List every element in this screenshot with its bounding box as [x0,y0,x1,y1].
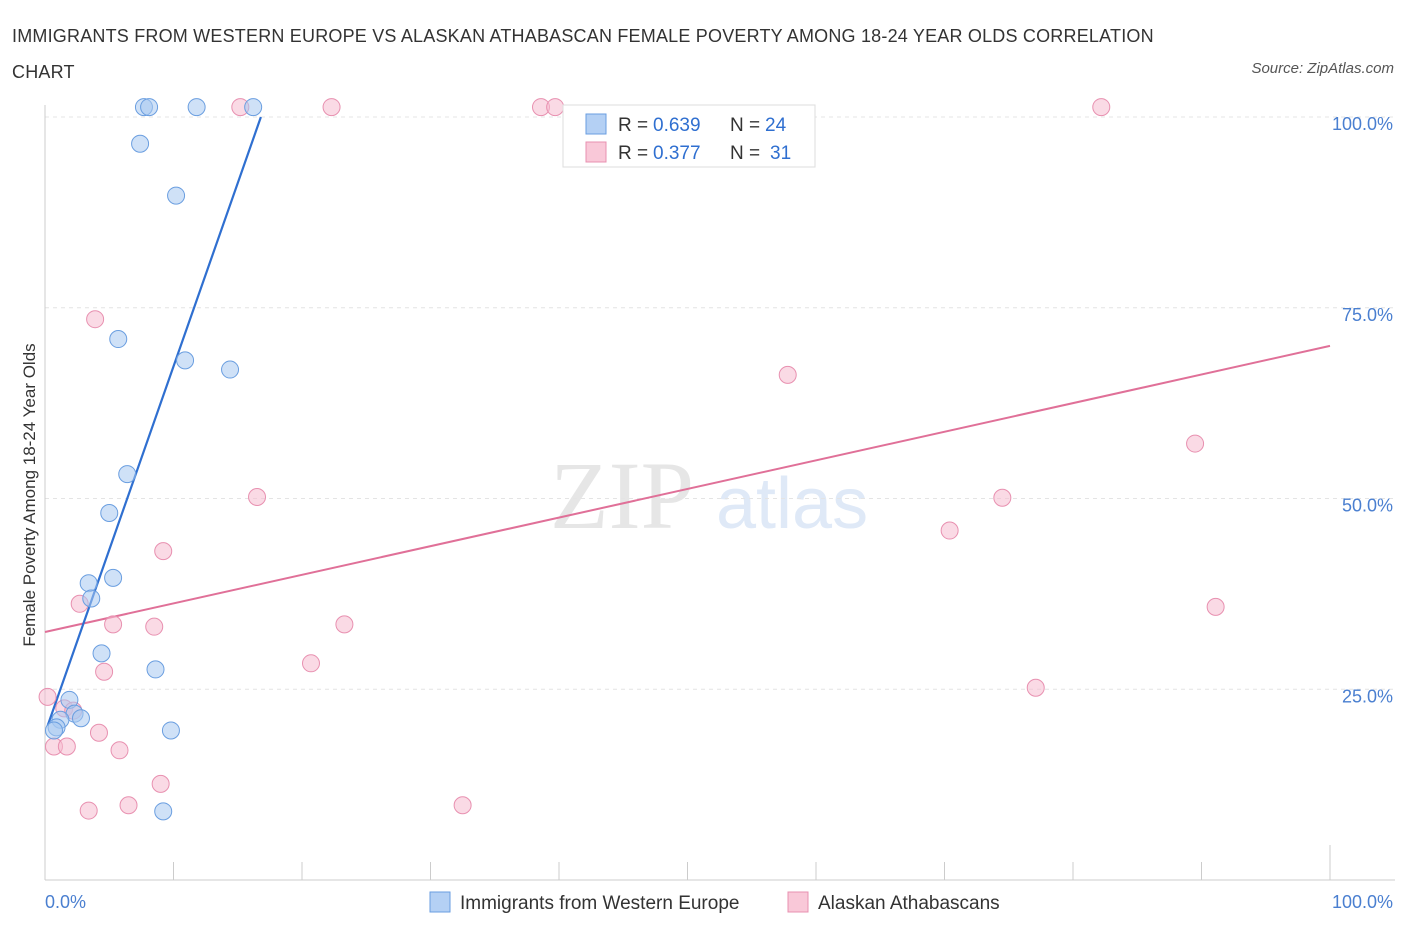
y-tick-label: 50.0% [1342,496,1393,516]
data-point-blue [221,360,240,379]
data-point-blue [140,98,159,117]
y-axis-title: Female Poverty Among 18-24 Year Olds [20,343,39,646]
trend-lines [44,116,1331,727]
data-point-blue [92,644,111,663]
chart-source: Source: ZipAtlas.com [1251,60,1394,77]
bottom-legend-label-pink: Alaskan Athabascans [818,893,1000,914]
legend-r-label-2: R = [618,143,648,164]
legend-swatch-blue [585,113,607,135]
data-point-blue [167,186,186,205]
legend-r-value-2: 0.377 [653,143,701,164]
tick-labels: 25.0% 50.0% 75.0% 100.0% 0.0% 100.0% [45,114,1393,912]
data-point-blue [187,98,206,117]
legend-swatch-pink [585,141,607,163]
data-point-pink [79,801,98,820]
data-point-pink [154,542,173,561]
data-point-pink [95,662,114,681]
legend-n-value-2: 31 [770,143,791,164]
x-tick-label: 100.0% [1332,892,1393,912]
data-point-pink [1026,678,1045,697]
data-point-blue [154,802,173,821]
chart-title: IMMIGRANTS FROM WESTERN EUROPE VS ALASKA… [12,26,1154,82]
y-tick-label: 100.0% [1332,114,1393,134]
data-point-blue [131,134,150,153]
data-point-pink [335,615,354,634]
trend-line-pink [44,344,1331,634]
series-alaskan-athabascans [38,98,1225,820]
data-point-blue [79,574,98,593]
data-point-blue [44,721,63,740]
axes [44,105,1395,881]
watermark-zip: ZIP [550,442,694,549]
data-point-blue [176,351,195,370]
data-point-blue [146,660,165,679]
data-point-pink [453,796,472,815]
data-point-blue [161,721,180,740]
gridlines [45,116,1395,690]
series-legend: Immigrants from Western Europe Alaskan A… [429,891,1000,914]
data-point-pink [1206,597,1225,616]
data-point-blue [244,98,263,117]
data-point-pink [546,98,565,117]
trend-line-blue [46,116,262,727]
data-point-pink [151,774,170,793]
y-tick-label: 25.0% [1342,686,1393,706]
data-point-pink [119,796,138,815]
data-point-pink [993,488,1012,507]
data-point-pink [940,521,959,540]
data-point-blue [104,568,123,587]
data-point-pink [778,365,797,384]
data-point-pink [301,654,320,673]
data-point-pink [322,98,341,117]
data-point-pink [57,737,76,756]
series-immigrants-western-europe [44,98,263,821]
legend-n-value-1: 24 [765,115,787,136]
legend-r-label-1: R = [618,115,648,136]
data-point-blue [118,465,137,484]
data-point-pink [38,687,57,706]
data-point-pink [86,310,105,329]
data-point-pink [248,487,267,506]
data-point-blue [109,330,128,349]
legend-n-label-1: N = [730,115,760,136]
correlation-legend: R = 0.639 N = 24 R = 0.377 N = 31 [562,104,816,168]
y-tick-label: 75.0% [1342,305,1393,325]
data-point-pink [1092,98,1111,117]
watermark: ZIP atlas [550,442,868,549]
bottom-legend-swatch-pink [787,891,809,913]
bottom-legend-label-blue: Immigrants from Western Europe [460,893,739,914]
data-point-blue [100,503,119,522]
legend-n-label-2: N = [730,143,760,164]
watermark-atlas: atlas [716,464,868,544]
data-point-pink [145,617,164,636]
legend-r-value-1: 0.639 [653,115,701,136]
data-point-pink [104,615,123,634]
x-tick-label: 0.0% [45,892,86,912]
data-point-blue [71,709,90,728]
data-point-pink [89,723,108,742]
bottom-legend-swatch-blue [429,891,451,913]
data-point-blue [82,589,101,608]
data-point-pink [110,741,129,760]
data-point-pink [1186,434,1205,453]
